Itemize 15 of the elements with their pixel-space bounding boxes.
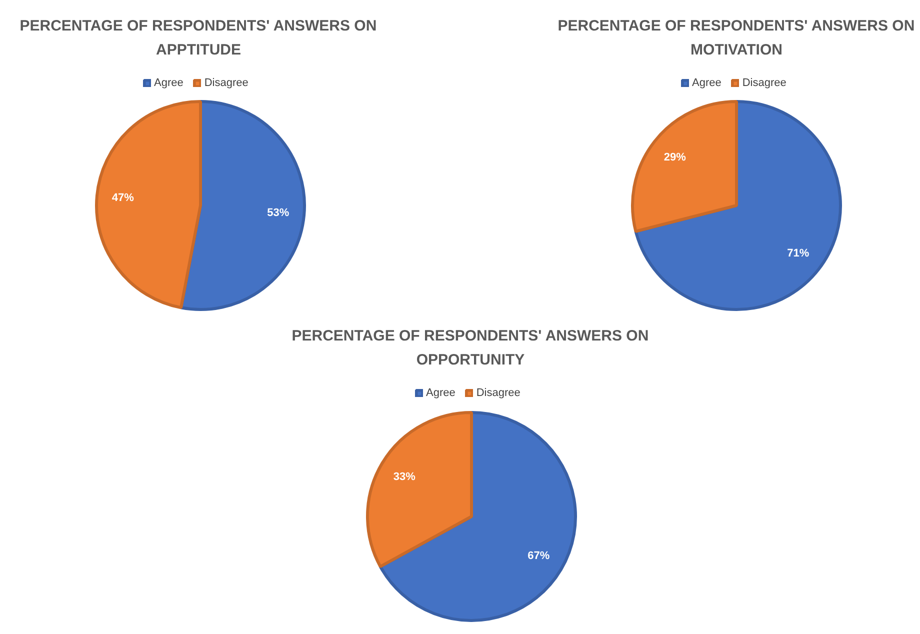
legend-label: Disagree — [204, 77, 248, 89]
data-label: 71% — [787, 247, 810, 260]
chart-title: PERCENTAGE OF RESPONDENTS' ANSWERS ON OPPORTUNITY — [292, 328, 649, 368]
chart-title: PERCENTAGE OF RESPONDENTS' ANSWERS ON MOTIVATION — [558, 18, 915, 58]
data-label: 33% — [393, 470, 416, 483]
chart-title: PERCENTAGE OF RESPONDENTS' ANSWERS ON APPTITUDE — [20, 18, 377, 58]
data-label: 67% — [528, 550, 550, 562]
legend-label: Disagree — [742, 77, 786, 89]
legend-label: Disagree — [476, 387, 520, 399]
legend-label: Agree — [692, 77, 722, 89]
data-label: 47% — [112, 192, 134, 204]
data-label: 53% — [267, 206, 290, 219]
legend-label: Agree — [154, 77, 184, 89]
legend-label: Agree — [426, 387, 456, 399]
data-label: 29% — [664, 152, 686, 164]
